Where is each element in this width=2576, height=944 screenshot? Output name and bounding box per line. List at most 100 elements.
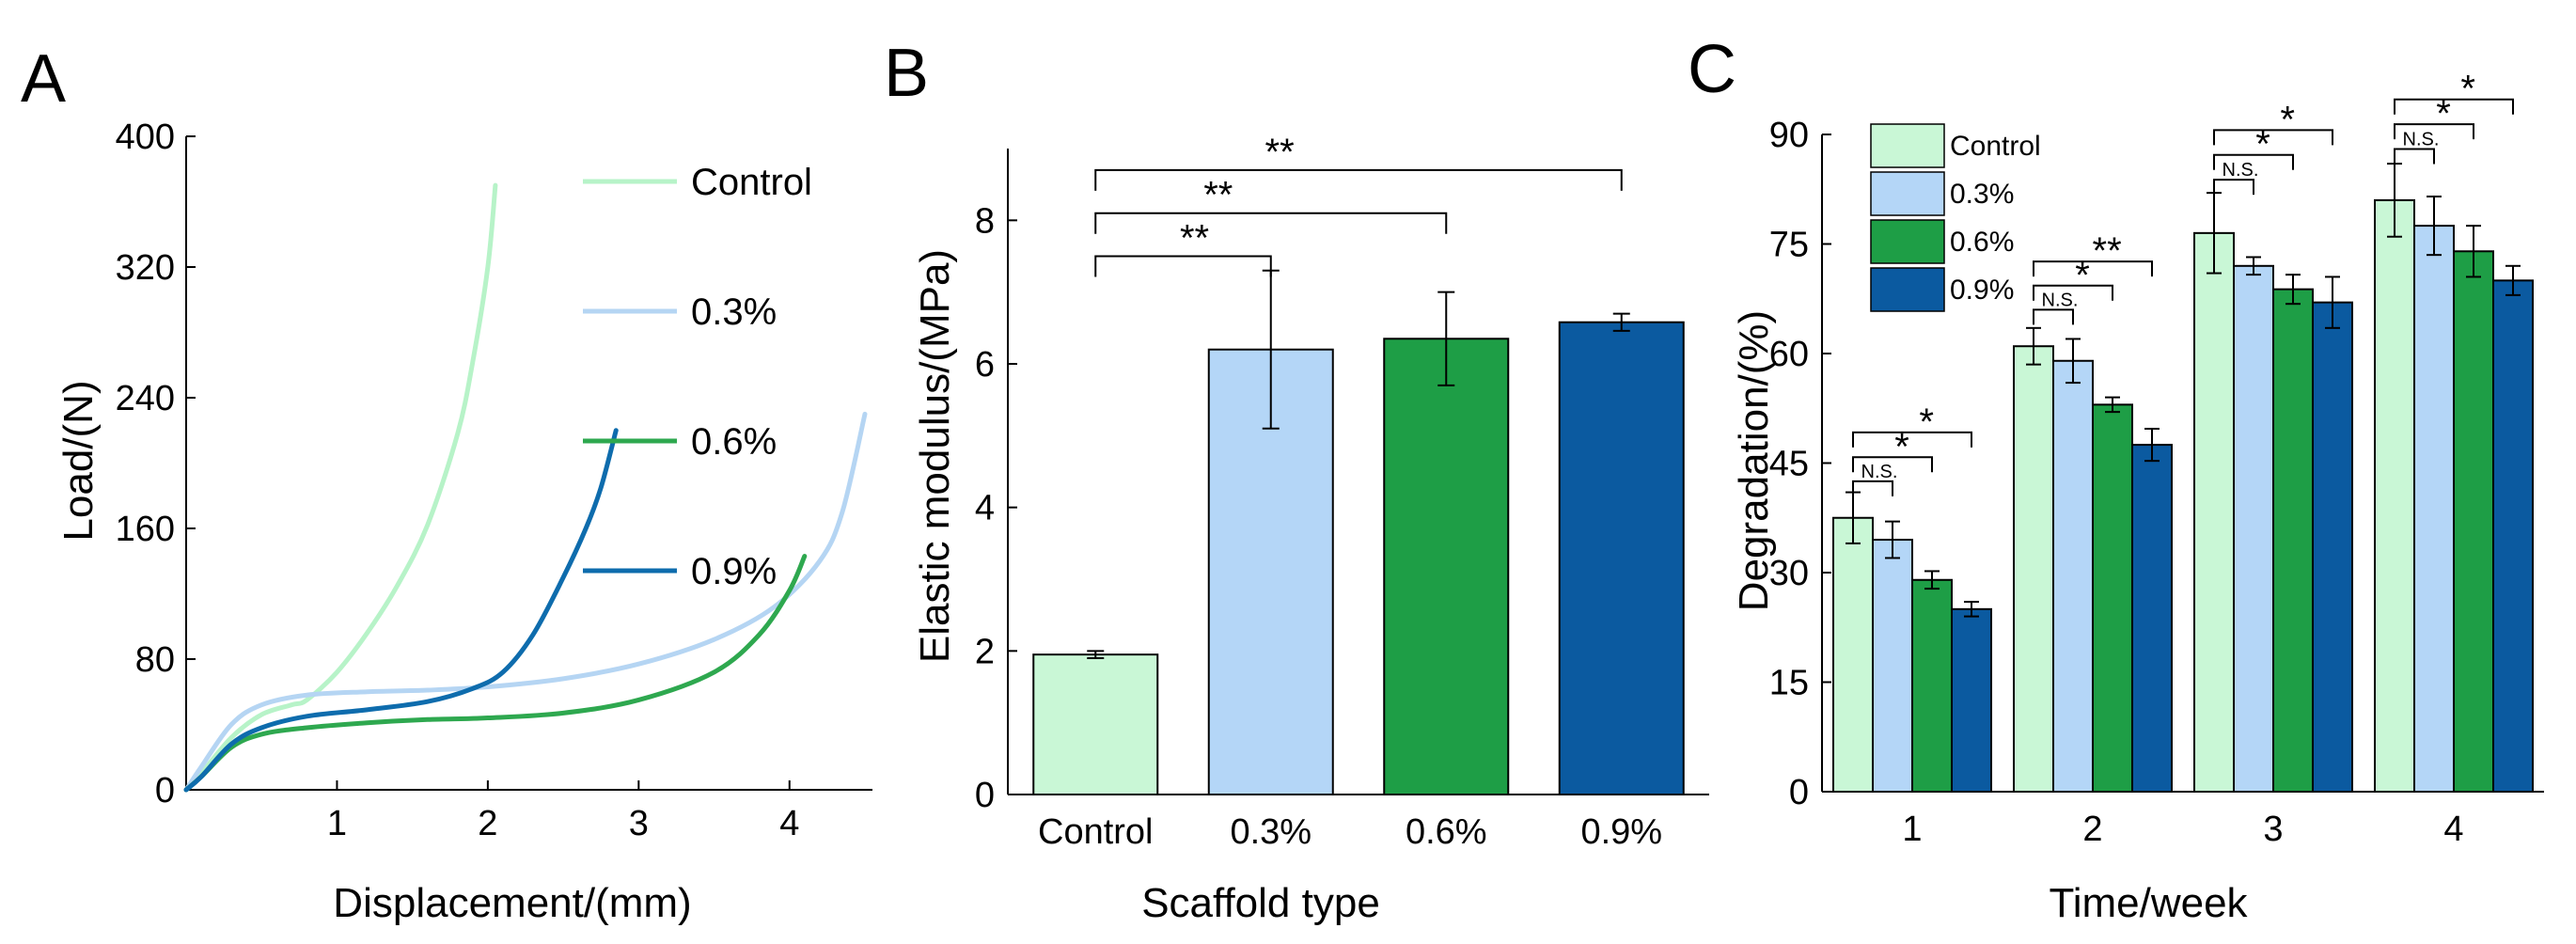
series-line-0-9pct [183,428,619,793]
series-line-control [183,182,498,793]
panel-c-xtick-label: 3 [2263,810,2283,849]
bar-week4-0-9pct [2492,279,2534,794]
panel-a-xtick-label: 3 [629,804,649,843]
bar-week2-0-3pct [2052,359,2094,793]
bar-week1-control [1832,516,1874,793]
significance-bracket [2213,179,2254,196]
panel-c-xtick-label: 4 [2443,810,2463,849]
panel-c-bars: 1 2 3 4 [1832,163,2534,849]
panel-a-series-lines [183,182,868,793]
panel-b-ytick-label: 2 [975,632,995,671]
panel-b-xtick-label: 0.9% [1580,812,1662,852]
bar-week3-control [2193,231,2235,794]
bar-week3-0-3pct [2233,264,2274,793]
panel-c-xtick-label: 2 [2082,810,2102,849]
panel-a-ytick-label: 0 [155,771,175,810]
legend-label: 0.9% [1950,275,2014,306]
bar-week4-control [2374,198,2415,793]
significance-label: * [2280,99,2295,140]
legend-label: Control [1950,131,2041,162]
significance-label: * [1919,401,1934,443]
panel-a-axes: 0 80 160 240 320 400 1 2 3 4 [116,118,872,843]
panel-c-xlabel: Time/week [2049,880,2248,926]
significance-bracket [2033,284,2113,301]
bar-week4-0-3pct [2413,225,2455,794]
significance-bracket [2213,153,2294,170]
significance-label: N.S. [2042,290,2079,310]
significance-label: ** [1203,175,1233,216]
panel-a-ylabel: Load/(N) [55,380,102,541]
bar-week1-0-6pct [1911,578,1953,793]
significance-bracket [1852,456,1933,473]
significance-bracket [1852,480,1893,496]
significance-label: N.S. [2403,130,2440,150]
panel-c-ytick-label: 0 [1789,773,1809,812]
panel-b-xtick-label: 0.3% [1230,812,1312,852]
panel-c-ytick-label: 15 [1769,664,1809,703]
bar-0-6pct [1383,338,1510,795]
panel-b-ytick-label: 8 [975,201,995,241]
panel-c-ytick-label: 75 [1769,226,1809,265]
significance-label: * [2075,255,2090,296]
panel-b-ytick-label: 6 [975,345,995,385]
legend-swatch [1870,123,1945,168]
panel-b-xtick-label: Control [1038,812,1154,852]
panel-b-ytick-label: 4 [975,489,995,528]
bar-week3-0-6pct [2272,288,2314,793]
significance-label: ** [1180,218,1209,260]
legend-swatch [1870,171,1945,216]
bar-week3-0-9pct [2312,301,2353,793]
panel-c-ytick-label: 90 [1769,116,1809,155]
bar-week2-0-6pct [2092,403,2133,793]
significance-bracket [2213,129,2333,146]
bar-week2-0-9pct [2131,444,2173,793]
significance-bracket [1094,168,1623,191]
legend-label: 0.3% [691,291,777,333]
panel-c-ytick-label: 30 [1769,554,1809,593]
panel-a-ytick-label: 80 [135,640,175,680]
significance-bracket [2033,308,2074,325]
panel-c-ylabel: Degradation/(%) [1731,310,1777,611]
bar-week1-0-3pct [1872,539,1913,793]
legend-label: 0.6% [691,421,777,463]
legend-label: Control [691,162,812,203]
panel-c-legend: Control 0.3% 0.6% 0.9% [1870,123,2041,312]
series-line-0-6pct [183,554,808,793]
panel-b-xlabel: Scaffold type [1141,880,1380,926]
panel-c-ytick-label: 45 [1769,445,1809,484]
panel-c-xtick-label: 1 [1902,810,1922,849]
significance-label: * [2460,69,2475,110]
panel-a-ytick-label: 400 [116,118,175,157]
legend-swatch [1870,219,1945,264]
panel-a-ytick-label: 160 [116,510,175,549]
panel-c-ytick-label: 60 [1769,335,1809,374]
panel-b-ytick-label: 0 [975,776,995,815]
panel-b-significance: ****** [1094,132,1623,277]
panel-b-bars: Control 0.3% 0.6% 0.9% [1032,269,1685,852]
bar-week2-control [2013,345,2054,793]
panel-b-bar-chart: 0 2 4 6 8 Control 0.3% 0.6% 0.9% ****** Scaffol… [912,132,1709,926]
significance-label: N.S. [2223,160,2259,181]
panel-a-legend: Control 0.3% 0.6% 0.9% [583,162,812,592]
panel-b-xtick-label: 0.6% [1406,812,1487,852]
panel-a-xtick-label: 4 [779,804,799,843]
significance-bracket [1852,431,1972,448]
legend-label: 0.9% [691,551,777,592]
significance-bracket [2033,260,2153,277]
panel-c-letter: C [1688,32,1736,107]
bar-week1-0-9pct [1951,607,1992,793]
legend-swatch [1870,267,1945,312]
panel-c-significance: N.S.**N.S.***N.S.** N.S.** [1852,69,2514,496]
significance-bracket [2394,148,2435,165]
significance-label: N.S. [1861,462,1898,482]
series-line-0-3pct [183,411,868,793]
panel-a-xtick-label: 1 [327,804,347,843]
significance-bracket [1094,212,1448,234]
significance-label: * [1894,426,1909,467]
legend-label: 0.6% [1950,227,2014,258]
panel-c-axes: 0 15 30 45 60 75 90 [1769,116,2544,812]
significance-label: * [2436,93,2451,134]
bar-week4-0-6pct [2453,250,2494,793]
